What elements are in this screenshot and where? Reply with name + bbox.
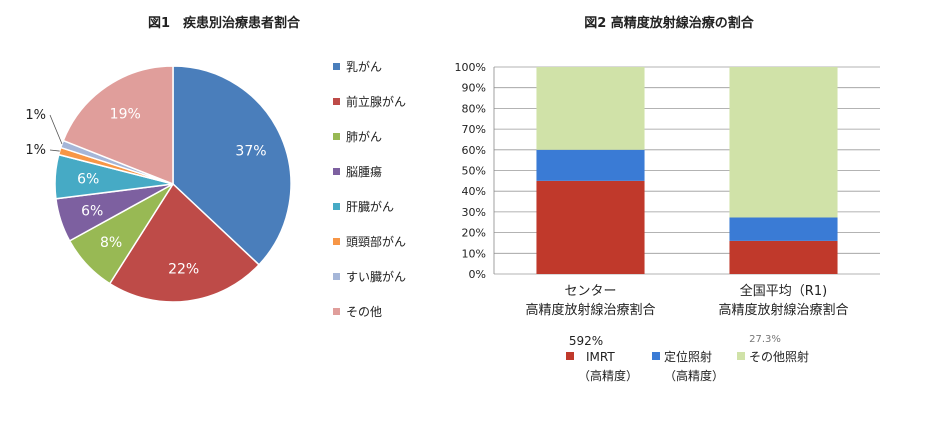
legend-swatch xyxy=(333,308,340,315)
pie-slice xyxy=(172,65,292,266)
legend-label: 脳腫瘍 xyxy=(346,164,382,179)
legend-label: 前立腺がん xyxy=(346,94,406,109)
legend-swatch xyxy=(333,98,340,105)
legend-label: すい臓がん xyxy=(346,269,406,284)
bar-chart-title: 図2 高精度放射線治療の割合 xyxy=(584,15,755,31)
y-tick-label: 60% xyxy=(462,144,486,157)
y-tick-label: 20% xyxy=(462,227,486,240)
legend-swatch xyxy=(333,273,340,280)
legend-swatch xyxy=(566,352,574,360)
legend-swatch xyxy=(652,352,660,360)
y-tick-label: 30% xyxy=(462,206,486,219)
pie-slice xyxy=(62,65,174,186)
pie-value-label: 8% xyxy=(100,235,122,251)
legend-label: その他 xyxy=(346,305,382,319)
pie-value-label: 6% xyxy=(81,203,103,219)
x-tick-label: センター xyxy=(564,284,616,299)
legend-label: その他照射 xyxy=(749,349,809,364)
x-tick-label: 高精度放射線治療割合 xyxy=(718,302,848,318)
pie-chart-title: 図1 疾患別治療患者割合 xyxy=(148,15,301,31)
legend-label: 乳がん xyxy=(346,59,382,74)
legend-swatch xyxy=(737,352,745,360)
bar-segment xyxy=(536,180,645,274)
y-tick-label: 90% xyxy=(462,82,486,95)
legend-label: （高精度） xyxy=(664,368,724,383)
pie-value-label: 6% xyxy=(77,172,99,188)
legend-swatch xyxy=(333,203,340,210)
pie-value-label: 19% xyxy=(110,107,141,123)
pie-value-label: 1% xyxy=(25,108,46,123)
pie-leader-line xyxy=(49,149,60,152)
y-tick-label: 100% xyxy=(455,61,486,74)
legend-label: 肝臓がん xyxy=(346,199,394,214)
pie-value-label: 1% xyxy=(25,143,46,158)
y-tick-label: 80% xyxy=(462,102,486,115)
y-tick-label: 50% xyxy=(462,165,486,178)
pie-leader-line xyxy=(49,114,63,145)
bar-segment xyxy=(729,240,838,274)
legend-label: 定位照射 xyxy=(664,349,712,364)
x-tick-label: 高精度放射線治療割合 xyxy=(525,302,655,318)
legend-swatch xyxy=(333,133,340,140)
legend-swatch xyxy=(333,238,340,245)
annotation-label: 27.3% xyxy=(749,334,781,345)
legend-label: （高精度） xyxy=(578,368,638,383)
bar-segment xyxy=(729,217,838,241)
x-tick-label: 全国平均（R1) xyxy=(740,283,827,299)
bar-segment xyxy=(536,149,645,181)
pie-value-label: 37% xyxy=(235,143,266,159)
legend-swatch xyxy=(333,63,340,70)
legend-label: 頭頸部がん xyxy=(346,234,406,249)
bar-segment xyxy=(729,67,838,218)
y-tick-label: 0% xyxy=(469,268,486,281)
legend-label: 肺がん xyxy=(346,129,382,144)
y-tick-label: 70% xyxy=(462,123,486,136)
pie-slice xyxy=(108,182,261,303)
annotation-label: 592% xyxy=(569,334,603,348)
legend-label: IMRT xyxy=(586,350,615,364)
y-tick-label: 10% xyxy=(462,247,486,260)
legend-swatch xyxy=(333,168,340,175)
y-tick-label: 40% xyxy=(462,185,486,198)
pie-value-label: 22% xyxy=(168,261,199,277)
bar-segment xyxy=(536,67,645,150)
